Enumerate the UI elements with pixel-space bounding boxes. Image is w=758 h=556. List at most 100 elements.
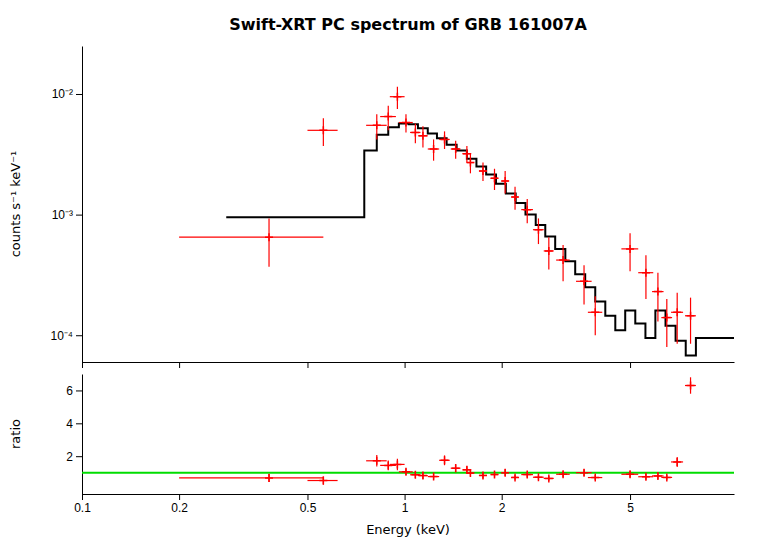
y-tick: 10⁻⁴ [50,329,82,343]
data-point [661,299,672,347]
x-error-bar [179,237,323,238]
x-axis: 0.10.20.5125 [74,494,734,515]
y-tick-label: 10⁻² [52,87,73,101]
data-point [307,476,337,484]
x-error-bar [179,477,323,478]
marker [642,473,650,481]
x-tick-mark [630,362,631,368]
marker [402,468,410,476]
marker [559,470,567,478]
y-error-bar [677,293,678,344]
marker [319,126,327,134]
data-point [491,471,499,479]
y-axis: 2 4 6 [66,375,82,495]
y-tick-label: 10⁻⁴ [50,329,73,343]
x-tick-label: 5 [627,501,634,515]
data-point [399,114,413,132]
marker [319,477,327,485]
data-point [451,141,461,159]
marker [419,132,427,140]
y-tick-label: 2 [66,450,73,464]
title: Swift-XRT PC spectrum of GRB 161007A [229,15,587,34]
model-line [226,123,734,355]
marker [654,472,662,480]
marker [673,308,681,316]
data-point [439,455,450,465]
y-tick-mark [76,335,82,336]
y-error-bar [645,255,646,299]
y-tick-mark [76,215,82,216]
marker [384,461,392,469]
panel: 10⁻⁴ 10⁻³ 10⁻² Swift-XRT PC spectrum of GRB… [8,15,735,368]
data-point [576,265,592,304]
marker [673,458,681,466]
y-tick-mark [76,94,82,95]
marker [411,471,419,479]
data-point [428,473,439,481]
y-error-bar [690,298,691,344]
y-error-bar [268,218,269,266]
marker [265,474,273,482]
marker [591,308,599,316]
marker [545,474,553,482]
marker [534,226,542,234]
marker [687,312,695,320]
x-tick-mark [502,362,503,368]
x-tick: 0.2 [171,494,188,515]
data-point [661,473,672,481]
marker [501,469,509,477]
data-point [380,460,396,470]
marker [626,245,634,253]
data-point [638,255,653,299]
marker [373,121,381,129]
data-point [685,298,696,344]
y-tick-label: 10⁻³ [52,208,73,222]
marker [479,471,487,479]
y-tick-label: 4 [66,417,73,431]
x-tick [307,362,308,368]
data-point [588,296,602,335]
data-point [410,123,420,143]
data-point [307,118,337,146]
data-point [652,472,663,480]
x-axis [83,362,735,368]
marker [580,469,588,477]
y-error-bar [666,299,667,347]
x-tick-mark [179,362,180,368]
x-tick: 0.5 [300,494,317,515]
y-tick: 6 [66,384,82,398]
marker [402,119,410,127]
data-point [556,470,570,478]
data-point [576,469,592,477]
y-tick-mark [76,390,82,391]
data-point [451,464,461,472]
y-error-bar [657,273,658,322]
data-point [479,163,487,181]
marker [393,460,401,468]
y-tick: 2 [66,450,82,464]
data-point [621,470,638,478]
marker [419,472,427,480]
y-tick: 10⁻³ [52,208,82,222]
marker [523,206,531,214]
x-tick-mark [405,494,406,500]
x-tick [405,362,406,368]
y-tick: 10⁻² [52,87,82,101]
data-point [390,459,405,471]
marker [626,470,634,478]
y-tick-label: 6 [66,384,73,398]
marker [523,471,531,479]
data-point [511,473,519,481]
x-tick [630,362,631,368]
marker [511,193,519,201]
x-tick-mark [82,362,83,368]
data-point [410,471,420,479]
data-point [479,471,487,479]
x-tick-mark [307,494,308,500]
panel: 0.10.20.5125246Energy (keV)ratio [8,375,735,538]
marker [580,277,588,285]
marker [452,145,460,153]
plot-area [82,377,734,484]
y-axis-title: counts s⁻¹ keV⁻¹ [8,151,23,258]
x-tick-mark [307,362,308,368]
